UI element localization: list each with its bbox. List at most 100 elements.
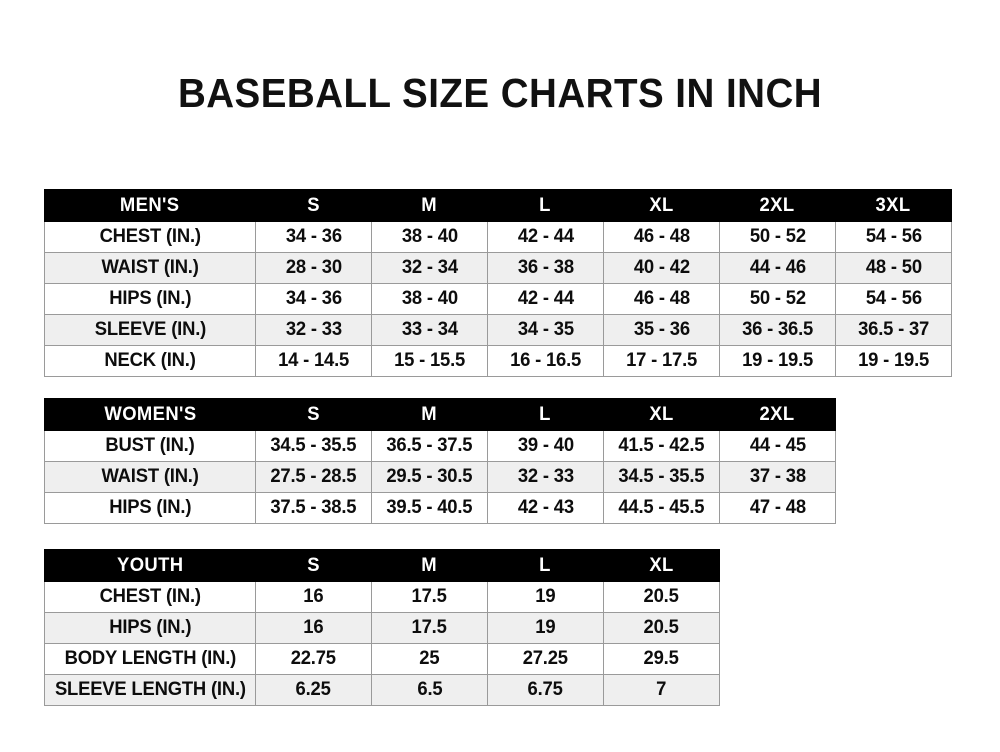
measure-value: 19 - 19.5 [719, 345, 836, 377]
womens-size-header-l: L [487, 398, 604, 431]
table-row: WAIST (IN.) 28 - 30 32 - 34 36 - 38 40 - 42 4… [44, 252, 952, 284]
womens-header-row: WOMEN'S S M L XL 2XL [44, 398, 836, 431]
womens-size-header-xl: XL [603, 398, 720, 431]
measure-value: 34 - 36 [255, 283, 372, 315]
womens-size-header-s: S [255, 398, 372, 431]
mens-table: MEN'S S M L XL 2XL 3XL CHEST (IN.) 34 - 36 38 - 4… [44, 189, 952, 377]
measure-value: 16 - 16.5 [487, 345, 604, 377]
mens-measure-label: SLEEVE (IN.) [44, 314, 256, 346]
measure-value: 15 - 15.5 [371, 345, 488, 377]
womens-size-chart: WOMEN'S S M L XL 2XL BUST (IN.) 34.5 - 35.5 36.5… [44, 398, 836, 524]
measure-value: 16 [255, 581, 372, 613]
measure-value: 34 - 36 [255, 221, 372, 253]
measure-value: 54 - 56 [835, 221, 952, 253]
measure-value: 36.5 - 37.5 [371, 430, 488, 462]
measure-value: 6.5 [371, 674, 488, 706]
measure-value: 6.25 [255, 674, 372, 706]
page-title: BASEBALL SIZE CHARTS IN INCH [177, 70, 823, 116]
measure-value: 42 - 44 [487, 283, 604, 315]
measure-value: 40 - 42 [603, 252, 720, 284]
mens-size-header-m: M [371, 189, 488, 222]
mens-category-label: MEN'S [44, 189, 256, 222]
mens-measure-label: HIPS (IN.) [44, 283, 256, 315]
measure-value: 36 - 36.5 [719, 314, 836, 346]
mens-size-header-s: S [255, 189, 372, 222]
measure-value: 33 - 34 [371, 314, 488, 346]
measure-value: 48 - 50 [835, 252, 952, 284]
measure-value: 20.5 [603, 612, 720, 644]
mens-measure-label: CHEST (IN.) [44, 221, 256, 253]
youth-header-row: YOUTH S M L XL [44, 549, 720, 582]
measure-value: 39.5 - 40.5 [371, 492, 488, 524]
measure-value: 46 - 48 [603, 283, 720, 315]
mens-size-header-2xl: 2XL [719, 189, 836, 222]
mens-measure-label: WAIST (IN.) [44, 252, 256, 284]
womens-measure-label: BUST (IN.) [44, 430, 256, 462]
mens-size-chart: MEN'S S M L XL 2XL 3XL CHEST (IN.) 34 - 36 38 - 4… [44, 189, 952, 377]
measure-value: 28 - 30 [255, 252, 372, 284]
youth-size-header-s: S [255, 549, 372, 582]
youth-table: YOUTH S M L XL CHEST (IN.) 16 17.5 19 20.5 HIPS (I… [44, 549, 720, 706]
measure-value: 32 - 33 [487, 461, 604, 493]
measure-value: 22.75 [255, 643, 372, 675]
measure-value: 6.75 [487, 674, 604, 706]
measure-value: 17.5 [371, 612, 488, 644]
measure-value: 20.5 [603, 581, 720, 613]
youth-size-header-l: L [487, 549, 604, 582]
table-row: HIPS (IN.) 34 - 36 38 - 40 42 - 44 46 - 48 50… [44, 283, 952, 315]
measure-value: 29.5 - 30.5 [371, 461, 488, 493]
measure-value: 27.5 - 28.5 [255, 461, 372, 493]
measure-value: 37 - 38 [719, 461, 836, 493]
measure-value: 19 [487, 612, 604, 644]
measure-value: 39 - 40 [487, 430, 604, 462]
youth-measure-label: CHEST (IN.) [44, 581, 256, 613]
measure-value: 36.5 - 37 [835, 314, 952, 346]
measure-value: 16 [255, 612, 372, 644]
mens-measure-label: NECK (IN.) [44, 345, 256, 377]
womens-size-header-2xl: 2XL [719, 398, 836, 431]
table-row: BODY LENGTH (IN.) 22.75 25 27.25 29.5 [44, 643, 720, 675]
youth-size-header-m: M [371, 549, 488, 582]
measure-value: 34.5 - 35.5 [255, 430, 372, 462]
measure-value: 46 - 48 [603, 221, 720, 253]
measure-value: 19 [487, 581, 604, 613]
table-row: CHEST (IN.) 16 17.5 19 20.5 [44, 581, 720, 613]
table-row: HIPS (IN.) 37.5 - 38.5 39.5 - 40.5 42 - 43 4… [44, 492, 836, 524]
youth-measure-label: SLEEVE LENGTH (IN.) [44, 674, 256, 706]
table-row: NECK (IN.) 14 - 14.5 15 - 15.5 16 - 16.5 17 … [44, 345, 952, 377]
measure-value: 44 - 46 [719, 252, 836, 284]
measure-value: 32 - 34 [371, 252, 488, 284]
youth-category-label: YOUTH [44, 549, 256, 582]
womens-size-header-m: M [371, 398, 488, 431]
measure-value: 7 [603, 674, 720, 706]
measure-value: 34 - 35 [487, 314, 604, 346]
measure-value: 50 - 52 [719, 221, 836, 253]
measure-value: 19 - 19.5 [835, 345, 952, 377]
mens-size-header-3xl: 3XL [835, 189, 952, 222]
measure-value: 50 - 52 [719, 283, 836, 315]
measure-value: 38 - 40 [371, 283, 488, 315]
measure-value: 36 - 38 [487, 252, 604, 284]
measure-value: 14 - 14.5 [255, 345, 372, 377]
youth-size-chart: YOUTH S M L XL CHEST (IN.) 16 17.5 19 20.5 HIPS (I… [44, 549, 720, 706]
youth-measure-label: BODY LENGTH (IN.) [44, 643, 256, 675]
measure-value: 27.25 [487, 643, 604, 675]
mens-size-header-l: L [487, 189, 604, 222]
measure-value: 44.5 - 45.5 [603, 492, 720, 524]
measure-value: 37.5 - 38.5 [255, 492, 372, 524]
table-row: HIPS (IN.) 16 17.5 19 20.5 [44, 612, 720, 644]
measure-value: 32 - 33 [255, 314, 372, 346]
mens-size-header-xl: XL [603, 189, 720, 222]
youth-size-header-xl: XL [603, 549, 720, 582]
measure-value: 25 [371, 643, 488, 675]
measure-value: 35 - 36 [603, 314, 720, 346]
table-row: SLEEVE (IN.) 32 - 33 33 - 34 34 - 35 35 - 36… [44, 314, 952, 346]
measure-value: 34.5 - 35.5 [603, 461, 720, 493]
womens-table: WOMEN'S S M L XL 2XL BUST (IN.) 34.5 - 35.5 36.5… [44, 398, 836, 524]
measure-value: 29.5 [603, 643, 720, 675]
measure-value: 42 - 43 [487, 492, 604, 524]
womens-measure-label: HIPS (IN.) [44, 492, 256, 524]
table-row: BUST (IN.) 34.5 - 35.5 36.5 - 37.5 39 - 40 4… [44, 430, 836, 462]
table-row: WAIST (IN.) 27.5 - 28.5 29.5 - 30.5 32 - 33… [44, 461, 836, 493]
